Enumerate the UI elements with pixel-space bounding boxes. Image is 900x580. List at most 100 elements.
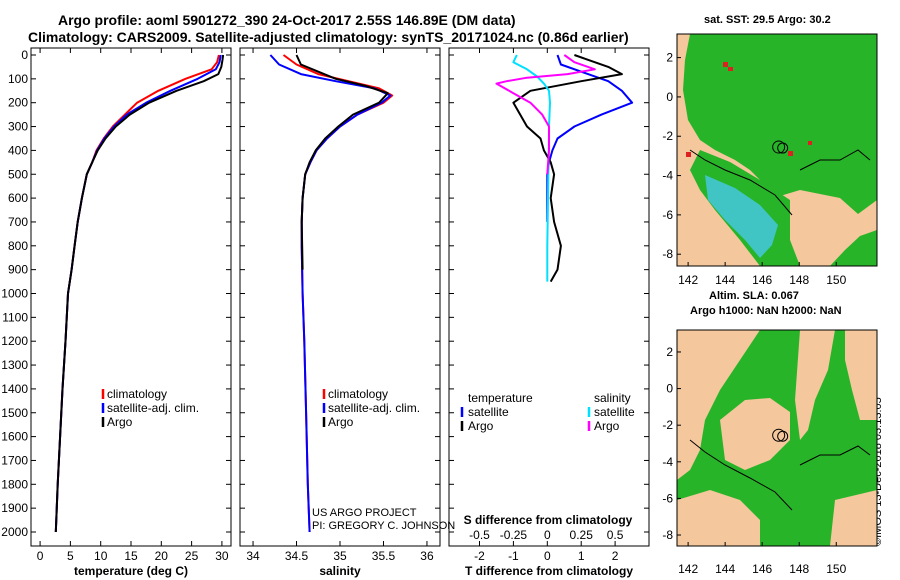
- salinity-series-argo: [295, 54, 389, 270]
- temperature-x-tick-label: 10: [94, 549, 108, 563]
- salinity-difference-tick-label: -0.5: [469, 528, 490, 542]
- sla-coastline: [689, 439, 871, 511]
- sst-map-lon-label: 148: [789, 273, 809, 287]
- depth-tick-label: 1800: [1, 477, 28, 491]
- salinity-legend-label: satellite: [594, 405, 635, 419]
- depth-tick-label: 1000: [1, 287, 28, 301]
- salinity-difference-tick-label: -0.25: [500, 528, 528, 542]
- sla-map-lon-label: 150: [826, 562, 846, 576]
- depth-tick-label: 700: [8, 215, 28, 229]
- salinity-axis-label: salinity: [319, 564, 361, 578]
- sla-map-argo-marker-ring: [777, 430, 789, 442]
- sla-map-frame: [676, 329, 878, 547]
- difference-series-temperature-argo: [512, 54, 623, 283]
- salinity-legend-heading: salinity: [594, 391, 631, 405]
- salinity-x-tick-label: 34: [246, 549, 260, 563]
- sst-gulf-region: [690, 150, 877, 266]
- sst-map-lat-label: -4: [662, 169, 673, 183]
- depth-tick-label: 100: [8, 72, 28, 86]
- salinity-panel-frame: [239, 47, 441, 547]
- depth-tick-label: 1700: [1, 453, 28, 467]
- sst-hot-pixel: [728, 67, 733, 71]
- depth-tick-label: 1300: [1, 358, 28, 372]
- sla-map: [677, 330, 877, 546]
- temperature-axis-label: temperature (deg C): [74, 564, 188, 578]
- depth-tick-label: 1100: [2, 310, 28, 324]
- difference-x-tick-label: -1: [508, 549, 519, 563]
- salinity-x-tick-label: 35: [333, 549, 347, 563]
- temperature-panel-frame: [30, 47, 232, 547]
- difference-panel-frame: [448, 47, 650, 547]
- sst-map-lat-label: -8: [662, 247, 673, 261]
- difference-series-salinity-satellite: [512, 54, 551, 282]
- temperature-legend-label: Argo: [107, 415, 133, 429]
- sst-map: [677, 34, 877, 266]
- salinity-series-satellite-adj-clim-: [269, 54, 392, 533]
- credit-line-1: US ARGO PROJECT: [312, 507, 417, 519]
- depth-tick-label: 1900: [1, 501, 28, 515]
- salinity-x-tick-label: 34.5: [285, 549, 309, 563]
- difference-x-tick-label: 1: [578, 549, 585, 563]
- salinity-difference-tick-label: 0.25: [570, 528, 594, 542]
- temperature-x-tick-label: 30: [215, 549, 229, 563]
- salinity-legend-label: satellite-adj. clim.: [328, 401, 420, 415]
- credit-line-2: PI: GREGORY C. JOHNSON: [312, 520, 455, 532]
- salinity-legend-label: Argo: [328, 415, 354, 429]
- salinity-difference-tick-label: 0: [544, 528, 551, 542]
- depth-tick-label: 1200: [1, 334, 28, 348]
- sst-map-title: sat. SST: 29.5 Argo: 30.2: [704, 14, 831, 26]
- sla-map-lon-label: 146: [752, 562, 772, 576]
- salinity-legend-label: climatology: [328, 387, 388, 401]
- sla-map-title: Altim. SLA: 0.067: [709, 290, 799, 302]
- salinity-x-tick-label: 36: [420, 549, 434, 563]
- depth-tick-label: 1600: [1, 430, 28, 444]
- sst-map-lat-label: -2: [662, 129, 673, 143]
- depth-tick-label: 800: [8, 239, 28, 253]
- sla-map-lat-label: -4: [662, 455, 673, 469]
- temperature-x-tick-label: 25: [185, 549, 199, 563]
- sst-hot-pixel: [788, 151, 793, 156]
- sla-map-lat-label: -6: [662, 491, 673, 505]
- sst-map-lat-label: 2: [666, 51, 673, 65]
- temperature-legend-label: Argo: [468, 419, 494, 433]
- salinity-legend-label: Argo: [594, 419, 620, 433]
- depth-tick-label: 300: [8, 120, 28, 134]
- sst-hot-pixel: [686, 152, 691, 157]
- depth-tick-label: 1400: [1, 382, 28, 396]
- sst-hot-pixel: [808, 141, 812, 145]
- sla-map-lon-label: 148: [789, 562, 809, 576]
- sst-map-lat-label: -6: [662, 208, 673, 222]
- temperature-x-tick-label: 0: [37, 549, 44, 563]
- sla-map-lat-label: 2: [666, 345, 673, 359]
- depth-tick-label: 0: [21, 48, 28, 62]
- depth-tick-label: 900: [8, 263, 28, 277]
- salinity-difference-tick-label: 0.5: [607, 528, 624, 542]
- sst-coastline: [689, 149, 871, 216]
- sla-land-patch-4: [845, 330, 877, 420]
- sst-map-lon-label: 150: [826, 273, 846, 287]
- sst-ocean-region: [683, 34, 877, 214]
- salinity-x-tick-label: 35.5: [372, 549, 396, 563]
- sla-map-lon-label: 142: [678, 562, 698, 576]
- sst-map-argo-marker: [772, 140, 786, 154]
- difference-x-tick-label: 0: [544, 549, 551, 563]
- sst-map-lon-label: 144: [715, 273, 735, 287]
- temperature-series-climatology: [54, 54, 220, 533]
- temperature-legend-heading: temperature: [468, 391, 533, 405]
- sst-map-lon-label: 146: [752, 273, 772, 287]
- s-difference-axis-label: S difference from climatology: [464, 513, 633, 527]
- sst-map-lon-label: 142: [678, 273, 698, 287]
- depth-tick-label: 400: [8, 143, 28, 157]
- sst-map-frame: [676, 33, 878, 267]
- sla-map-lat-label: 0: [666, 382, 673, 396]
- temperature-x-tick-label: 20: [155, 549, 169, 563]
- difference-x-tick-label: 2: [612, 549, 619, 563]
- sla-land-patch-3: [795, 330, 835, 440]
- temperature-series-satellite-adj-clim-: [54, 54, 222, 533]
- depth-tick-label: 200: [8, 96, 28, 110]
- difference-series-salinity-argo: [495, 54, 596, 175]
- sla-map-argo-marker: [772, 428, 786, 442]
- temperature-series-argo: [54, 54, 225, 533]
- depth-tick-label: 600: [8, 191, 28, 205]
